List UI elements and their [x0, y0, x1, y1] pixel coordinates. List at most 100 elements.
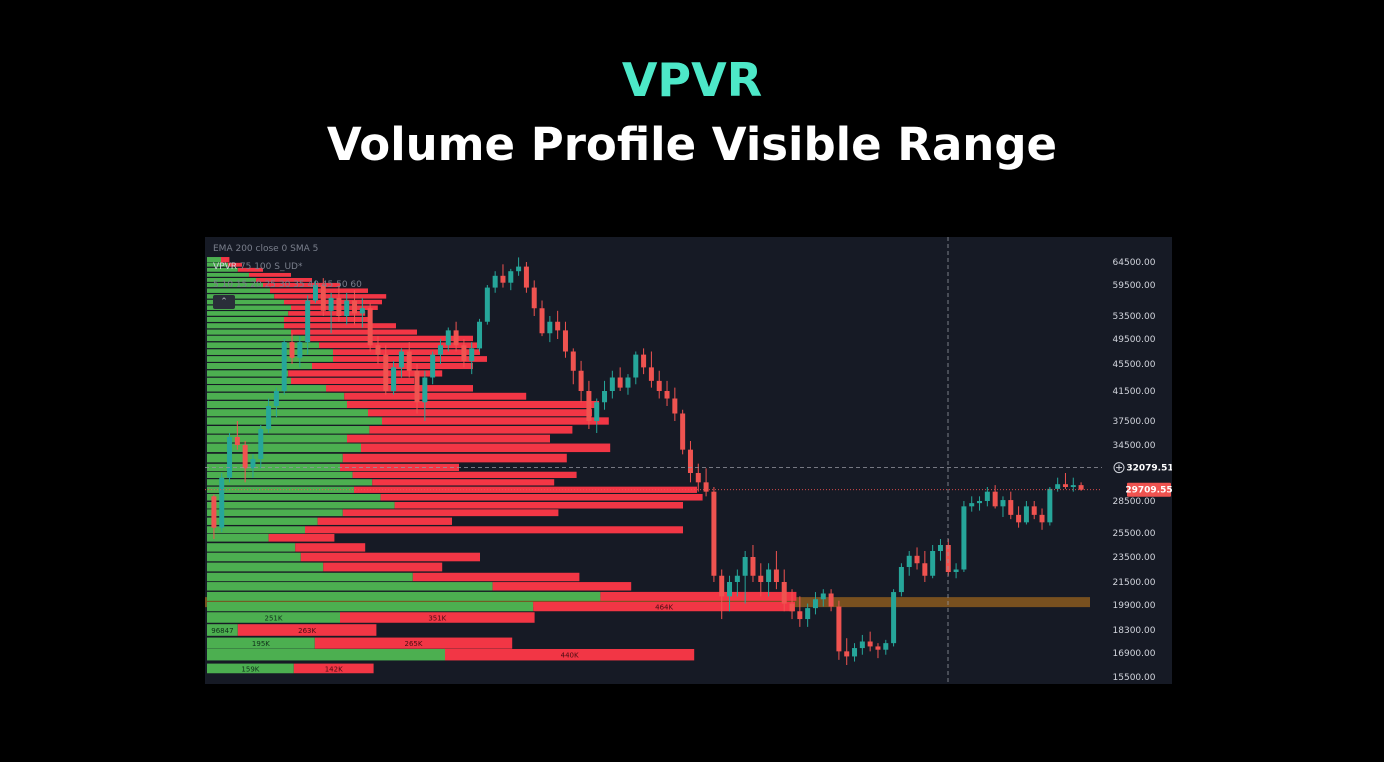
candle-body: [383, 354, 389, 391]
chart-svg[interactable]: 159K 142K 440K 195K 265K 96847 263K 251K 351K 464…: [205, 237, 1172, 684]
profile-row-up: [207, 342, 319, 349]
profile-row-up: [207, 377, 291, 384]
profile-row-up: [207, 494, 381, 501]
candle-body: [297, 342, 303, 358]
profile-row-down: [221, 257, 230, 263]
candle-body: [594, 402, 600, 421]
profile-row-up: [207, 443, 361, 453]
candle-body: [734, 575, 740, 582]
price-tick-label: 18300.00: [1113, 626, 1156, 636]
candle-body: [836, 606, 842, 652]
profile-row-down: [317, 517, 452, 525]
profile-row-down: [305, 335, 473, 342]
candle-body: [445, 330, 451, 346]
profile-label-down: 440K: [561, 652, 579, 660]
last-price-label-bg: [1127, 482, 1171, 497]
candle-body: [1070, 485, 1076, 487]
candle-body: [758, 575, 764, 582]
candle-body: [664, 391, 670, 399]
profile-row-up: [207, 267, 238, 272]
price-tick-label: 28500.00: [1113, 497, 1156, 507]
candle-body: [805, 608, 811, 620]
candle-body: [352, 300, 358, 314]
candle-body: [586, 391, 592, 421]
candle-body: [406, 351, 412, 371]
candle-body: [227, 437, 233, 478]
profile-row-down: [312, 363, 473, 370]
candle-body: [773, 569, 779, 582]
candle-body: [430, 354, 436, 378]
candle-body: [898, 567, 904, 593]
candle-body: [625, 377, 631, 388]
profile-row-up: [207, 517, 318, 525]
candle-body: [555, 321, 561, 331]
profile-row-up: [207, 272, 249, 277]
candle-body: [937, 545, 943, 551]
candle-body: [1031, 506, 1037, 515]
profile-row-down: [368, 409, 592, 417]
collapse-legend-button[interactable]: ⌃: [213, 295, 235, 309]
profile-row-up: [207, 509, 343, 517]
candle-body: [1039, 514, 1045, 523]
profile-row-up: [207, 316, 284, 322]
candle-body: [336, 297, 342, 316]
candle-body: [273, 391, 279, 406]
candle-body: [211, 496, 217, 528]
profile-row-up: [207, 288, 270, 293]
candle-body: [305, 300, 311, 343]
candle-body: [289, 342, 295, 358]
profile-row-down: [291, 329, 417, 335]
profile-row-down: [237, 267, 263, 272]
legend-vpvr[interactable]: VPVR 75 100 S_UD*: [213, 262, 302, 272]
profile-row-up: [207, 417, 382, 425]
candle-body: [695, 473, 701, 483]
candle-body: [469, 348, 475, 361]
candle-body: [422, 377, 428, 403]
chart-subtitle: Volume Profile Visible Range: [326, 118, 1058, 171]
crosshair-price-label: 32079.51: [1126, 464, 1172, 474]
profile-row-up: [207, 453, 343, 463]
price-tick-label: 16900.00: [1113, 649, 1156, 659]
profile-label-down: 464K: [655, 604, 673, 612]
profile-row-up: [207, 305, 291, 310]
candle-body: [266, 406, 272, 429]
profile-row-up: [207, 299, 284, 305]
candle-body: [672, 398, 678, 414]
profile-row-down: [291, 377, 415, 384]
candle-body: [680, 413, 686, 450]
candle-body: [391, 367, 397, 391]
candle-body: [312, 285, 318, 301]
profile-row-down: [256, 278, 312, 282]
candle-body: [641, 354, 647, 368]
profile-row-down: [228, 262, 242, 267]
profile-row-down: [237, 624, 377, 636]
price-tick-label: 21500.00: [1113, 578, 1156, 588]
profile-row-up: [207, 409, 368, 417]
candle-body: [648, 367, 654, 381]
price-tick-label: 53500.00: [1113, 312, 1156, 322]
candle-body: [844, 651, 850, 657]
profile-row-down: [274, 294, 387, 299]
profile-row-up: [207, 323, 284, 329]
legend-ema[interactable]: EMA 200 close 0 SMA 5: [213, 244, 319, 254]
candle-body: [828, 593, 834, 607]
candle-body: [492, 275, 498, 288]
price-tick-label: 15500.00: [1113, 673, 1156, 683]
candle-body: [789, 603, 795, 612]
profile-row-up: [207, 278, 256, 282]
legend-ma-ribbon[interactable]: 5 10 15 20 25 30 35 40 45 50 60: [213, 280, 362, 290]
price-tick-label: 49500.00: [1113, 335, 1156, 345]
profile-label-down: 142K: [325, 665, 343, 673]
profile-row-up: [207, 385, 326, 392]
profile-row-down: [249, 272, 291, 277]
profile-row-down: [533, 601, 795, 612]
candle-body: [727, 582, 733, 597]
chart-panel[interactable]: 159K 142K 440K 195K 265K 96847 263K 251K 351K 464…: [205, 237, 1172, 684]
candle-body: [609, 377, 615, 391]
profile-row-up: [207, 463, 340, 471]
profile-label-up: 96847: [211, 627, 233, 635]
profile-row-up: [207, 329, 291, 335]
candle-body: [437, 345, 443, 355]
candle-body: [617, 377, 623, 388]
candle-body: [531, 287, 537, 309]
